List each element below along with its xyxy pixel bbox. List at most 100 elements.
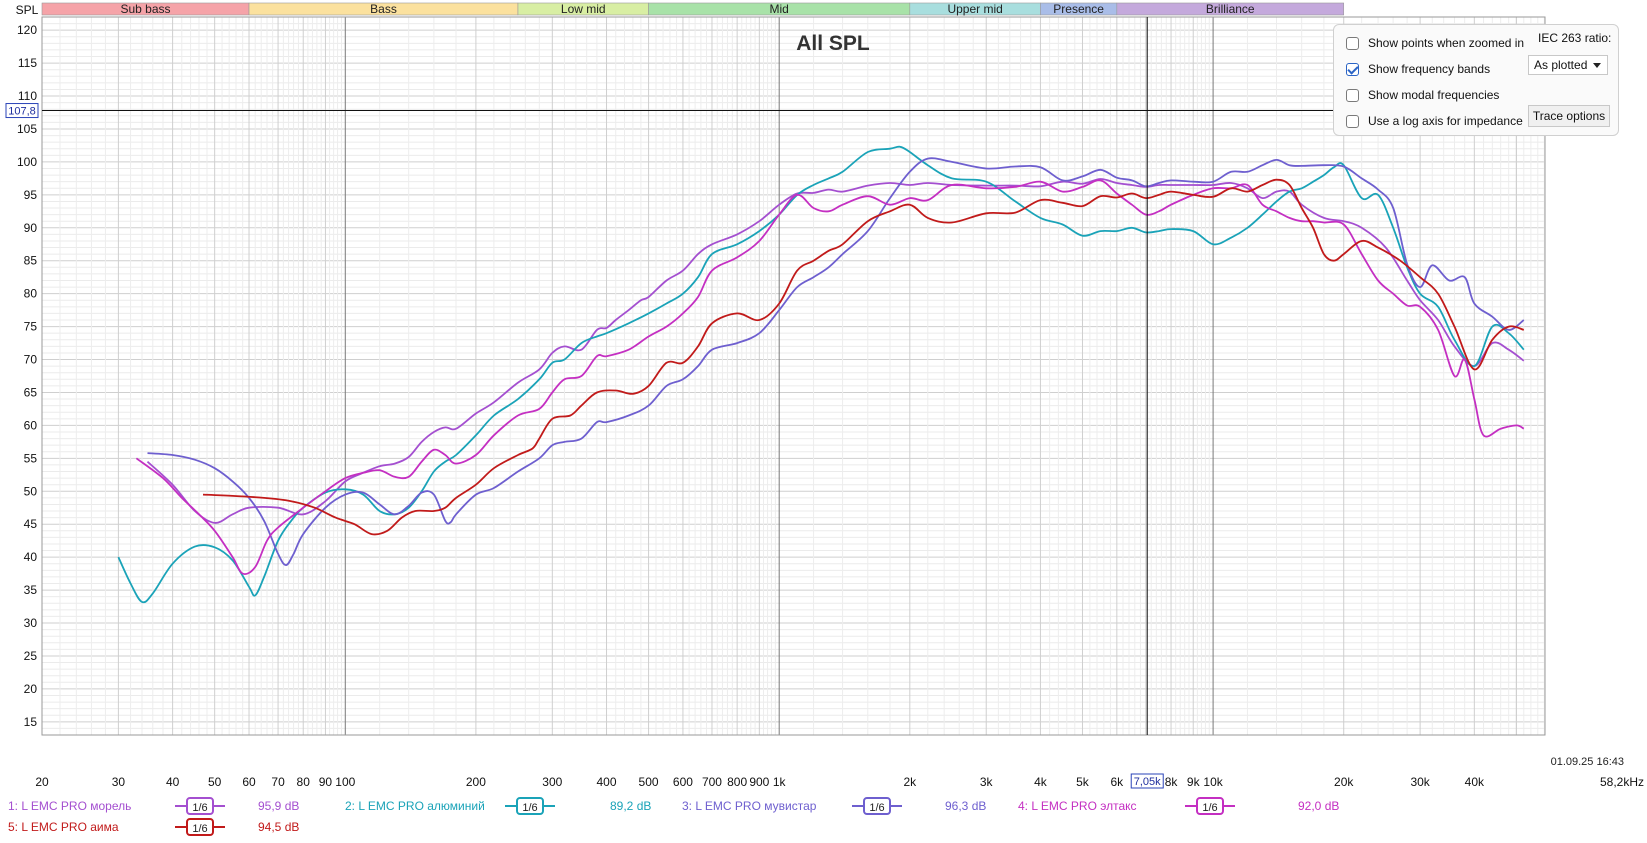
legend-name: 2: L EMC PRO алюминий bbox=[345, 799, 485, 813]
y-tick-label: 75 bbox=[24, 320, 38, 334]
show-points-checkbox[interactable] bbox=[1346, 36, 1359, 50]
series-line-4 bbox=[135, 179, 1525, 575]
y-tick-label: 70 bbox=[24, 353, 38, 367]
cursor: 107,8 7,05k bbox=[5, 17, 1545, 789]
x-tick-label: 20k bbox=[1334, 775, 1354, 789]
iec-ratio-dropdown[interactable]: As plotted bbox=[1528, 55, 1608, 75]
grid bbox=[41, 16, 1546, 736]
legend-item-1[interactable]: 1: L EMC PRO морель 1/6 95,9 dB bbox=[8, 797, 299, 815]
x-tick-label: 70 bbox=[271, 775, 285, 789]
show-bands-checkbox[interactable] bbox=[1346, 62, 1359, 76]
x-tick-label: 2k bbox=[903, 775, 917, 789]
x-tick-label: 30 bbox=[112, 775, 126, 789]
x-tick-label: 400 bbox=[597, 775, 617, 789]
y-tick-label: 65 bbox=[24, 385, 38, 399]
y-tick-label: 35 bbox=[24, 583, 38, 597]
legend-name: 4: L EMC PRO элтакс bbox=[1018, 799, 1137, 813]
legend-item-3[interactable]: 3: L EMC PRO мувистар 1/6 96,3 dB bbox=[682, 797, 986, 815]
y-tick-label: 25 bbox=[24, 649, 38, 663]
legend-smoothing-box bbox=[186, 818, 214, 836]
band-label: Low mid bbox=[561, 2, 606, 16]
band-label: Sub bass bbox=[120, 2, 170, 16]
plot-frame bbox=[41, 16, 1546, 736]
y-tick-label: 45 bbox=[24, 517, 38, 531]
legend-item-2[interactable]: 2: L EMC PRO алюминий 1/6 89,2 dB bbox=[345, 797, 651, 815]
show-modal-option[interactable]: Show modal frequencies bbox=[1346, 85, 1499, 105]
show-bands-option[interactable]: Show frequency bands bbox=[1346, 59, 1490, 79]
y-tick-label: 15 bbox=[24, 715, 38, 729]
chevron-down-icon bbox=[1593, 63, 1601, 68]
band-label: Brilliance bbox=[1206, 2, 1255, 16]
log-impedance-option[interactable]: Use a log axis for impedance bbox=[1346, 111, 1523, 131]
frequency-bands: Sub bass Bass Low mid Mid Upper mid Presence B… bbox=[41, 2, 1345, 16]
x-tick-label: 30k bbox=[1410, 775, 1430, 789]
legend-smoothing: 1/6 bbox=[192, 802, 207, 814]
legend-name: 5: L EMC PRO аима bbox=[8, 820, 119, 834]
x-tick-label: 80 bbox=[297, 775, 311, 789]
x-tick-label: 600 bbox=[673, 775, 693, 789]
series-line-3 bbox=[147, 157, 1525, 566]
legend-smoothing-box bbox=[186, 797, 214, 815]
legend-item-4[interactable]: 4: L EMC PRO элтакс 1/6 92,0 dB bbox=[1018, 797, 1339, 815]
show-modal-checkbox[interactable] bbox=[1346, 88, 1359, 102]
legend-name: 3: L EMC PRO мувистар bbox=[682, 799, 817, 813]
band-label: Upper mid bbox=[947, 2, 1002, 16]
legend-item-5[interactable]: 5: L EMC PRO аима 1/6 94,5 dB bbox=[8, 818, 299, 836]
log-impedance-checkbox[interactable] bbox=[1346, 114, 1359, 128]
y-tick-label: 60 bbox=[24, 418, 38, 432]
x-tick-label: 9k bbox=[1187, 775, 1201, 789]
x-tick-label: 300 bbox=[542, 775, 562, 789]
legend-level: 92,0 dB bbox=[1298, 799, 1339, 813]
show-modal-label: Show modal frequencies bbox=[1368, 88, 1500, 102]
y-tick-label: 30 bbox=[24, 616, 38, 630]
y-tick-label: 85 bbox=[24, 254, 38, 268]
trace-options-button[interactable]: Trace options bbox=[1528, 105, 1610, 127]
cursor-y-label: 107,8 bbox=[8, 106, 36, 118]
x-tick-label: 800 bbox=[727, 775, 747, 789]
band-6 bbox=[1116, 2, 1345, 16]
y-tick-label: 120 bbox=[17, 23, 37, 37]
x-tick-label: 900 bbox=[749, 775, 769, 789]
legend-smoothing: 1/6 bbox=[192, 823, 207, 835]
band-label: Mid bbox=[770, 2, 789, 16]
x-tick-label: 700 bbox=[702, 775, 722, 789]
legend-level: 95,9 dB bbox=[258, 799, 299, 813]
show-points-option[interactable]: Show points when zoomed in bbox=[1346, 33, 1524, 53]
y-axis-label: SPL bbox=[16, 3, 39, 17]
cursor-y-box bbox=[5, 103, 39, 119]
legend-smoothing: 1/6 bbox=[1202, 802, 1217, 814]
x-tick-label: 6k bbox=[1110, 775, 1124, 789]
y-tick-label: 100 bbox=[17, 155, 37, 169]
legend: 1: L EMC PRO морель 1/6 95,9 dB 2: L EMC PR… bbox=[8, 797, 1339, 836]
legend-smoothing: 1/6 bbox=[869, 802, 884, 814]
y-tick-label: 50 bbox=[24, 484, 38, 498]
y-tick-label: 55 bbox=[24, 451, 38, 465]
x-tick-label: 20 bbox=[35, 775, 49, 789]
y-tick-label: 115 bbox=[18, 56, 37, 70]
axes: 15 20 25 30 35 40 45 50 55 60 65 70 75 80 85 90 95 100 105… bbox=[17, 23, 1644, 789]
y-tick-label: 40 bbox=[24, 550, 38, 564]
cursor-x-box bbox=[1130, 773, 1164, 789]
x-tick-label: 40k bbox=[1465, 775, 1485, 789]
legend-smoothing-box bbox=[1196, 797, 1224, 815]
x-tick-label: 60 bbox=[242, 775, 256, 789]
y-tick-label: 90 bbox=[24, 221, 38, 235]
x-tick-label: 8k bbox=[1165, 775, 1179, 789]
series-lines bbox=[117, 145, 1525, 604]
legend-level: 94,5 dB bbox=[258, 820, 299, 834]
iec-ratio-value: As plotted bbox=[1534, 58, 1588, 72]
x-tick-label: 5k bbox=[1076, 775, 1090, 789]
legend-smoothing: 1/6 bbox=[522, 802, 537, 814]
y-tick-label: 110 bbox=[18, 89, 37, 103]
x-tick-label: 4k bbox=[1034, 775, 1048, 789]
x-tick-label: 1k bbox=[773, 775, 787, 789]
y-tick-label: 80 bbox=[24, 287, 38, 301]
series-line-2 bbox=[117, 145, 1525, 604]
cursor-x-label: 7,05k bbox=[1134, 776, 1161, 788]
legend-level: 96,3 dB bbox=[945, 799, 986, 813]
x-tick-label: 3k bbox=[980, 775, 994, 789]
legend-smoothing-box bbox=[863, 797, 891, 815]
band-label: Presence bbox=[1053, 2, 1104, 16]
x-tick-label: 200 bbox=[466, 775, 486, 789]
